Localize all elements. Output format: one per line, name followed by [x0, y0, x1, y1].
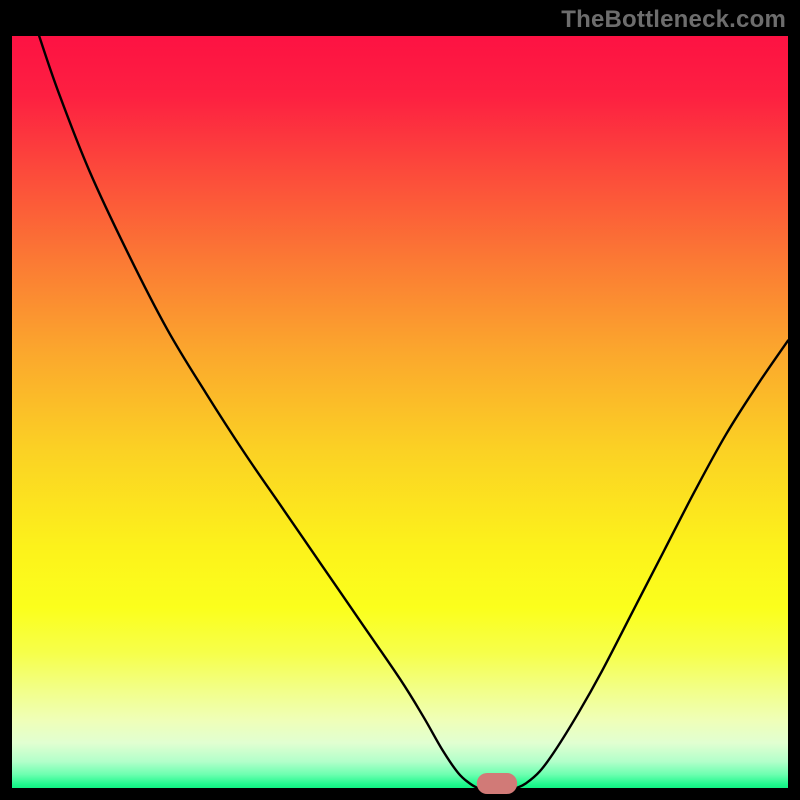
- chart-frame: TheBottleneck.com: [0, 0, 800, 800]
- watermark-text: TheBottleneck.com: [561, 6, 786, 34]
- plot-background: [12, 36, 788, 788]
- minimum-marker: [477, 773, 517, 794]
- bottleneck-chart: [0, 0, 800, 800]
